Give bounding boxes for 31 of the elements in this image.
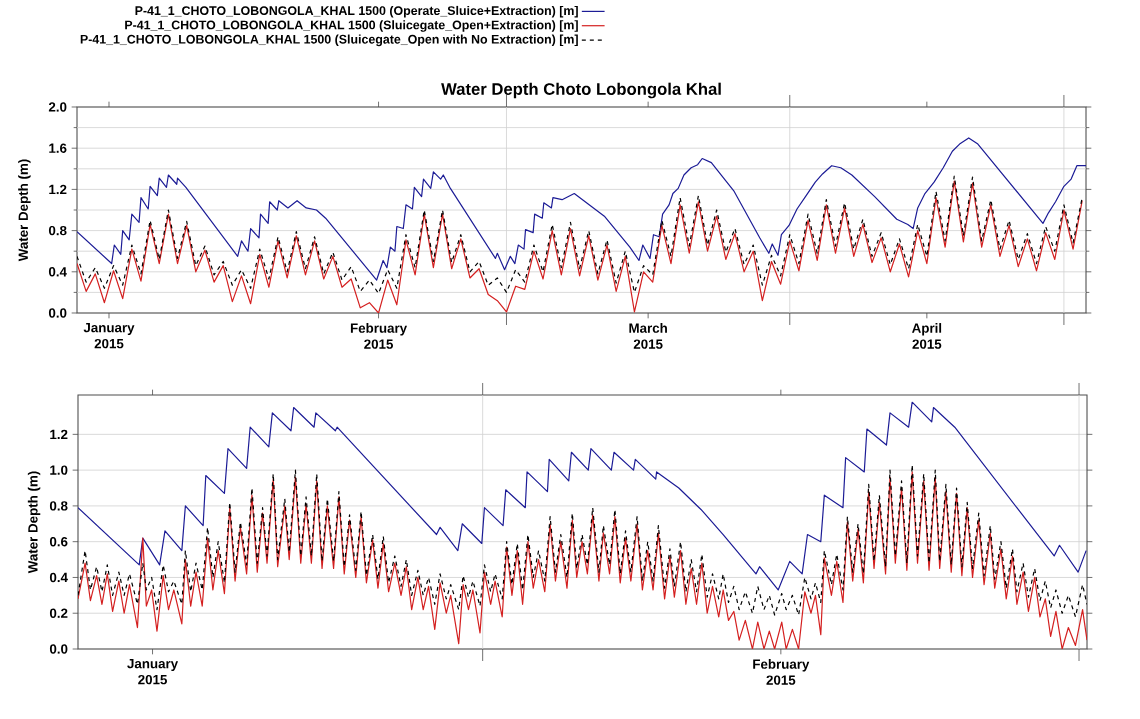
line-series — [77, 180, 1083, 313]
x-tick-label: March 2015 — [629, 323, 667, 349]
y-tick-label: 0.6 — [49, 536, 68, 547]
y-tick-label: 0.0 — [49, 644, 68, 654]
y-tick-label: 1.2 — [50, 429, 68, 440]
y-tick-label: 0.8 — [49, 501, 68, 511]
line-series — [78, 471, 1088, 649]
x-tick-label: April 2015 — [912, 323, 942, 349]
x-tick-label: February 2015 — [753, 659, 810, 685]
y-tick-label: 0.2 — [49, 608, 68, 618]
y-tick-label: 0.8 — [48, 225, 67, 236]
line-series — [77, 137, 1086, 281]
y-tick-label: 1.0 — [50, 465, 68, 475]
y-tick-label: 1.6 — [49, 143, 67, 153]
line-series — [78, 401, 1087, 591]
y-axis-title: Water Depth (m) — [27, 471, 41, 574]
legend-label: P-41_1_CHOTO_LOBONGOLA_KHAL 1500 (Sluicegate_Open+Extraction) [m] — [125, 20, 578, 32]
legend-label: P-41_1_CHOTO_LOBONGOLA_KHAL 1500 (Sluicegate_Open with No Extraction) [m] — [80, 34, 578, 47]
legend-label: P-41_1_CHOTO_LOBONGOLA_KHAL 1500 (Operate_Sluice+Extraction) [m] — [135, 5, 578, 18]
x-tick-label: January 2015 — [127, 659, 179, 685]
y-tick-label: 2.0 — [48, 102, 67, 112]
y-tick-label: 0.0 — [48, 308, 67, 318]
line-series — [78, 464, 1088, 618]
x-tick-label: February 2015 — [350, 323, 408, 349]
line-series — [77, 175, 1083, 295]
y-tick-label: 1.2 — [49, 184, 67, 195]
chart-title: Water Depth Choto Lobongola Khal — [441, 82, 721, 99]
x-tick-label: January 2015 — [83, 323, 135, 349]
y-tick-label: 0.4 — [49, 572, 68, 583]
y-axis-title: Water Depth (m) — [18, 159, 31, 262]
y-tick-label: 0.4 — [48, 267, 67, 277]
